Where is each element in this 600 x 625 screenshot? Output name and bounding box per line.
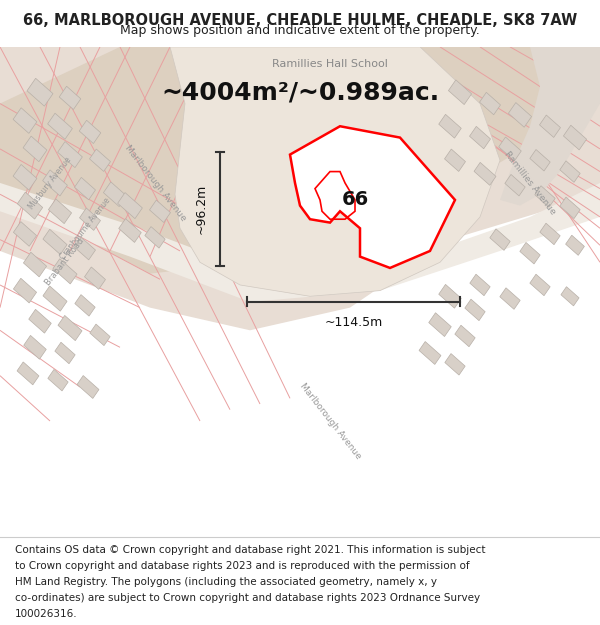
Polygon shape <box>439 114 461 138</box>
Text: Ramillies Avenue: Ramillies Avenue <box>503 149 557 216</box>
Polygon shape <box>13 278 37 303</box>
Polygon shape <box>24 336 46 359</box>
Polygon shape <box>530 149 550 171</box>
Polygon shape <box>75 294 95 316</box>
Text: HM Land Registry. The polygons (including the associated geometry, namely x, y: HM Land Registry. The polygons (includin… <box>15 577 437 587</box>
Polygon shape <box>74 177 95 200</box>
Polygon shape <box>479 92 500 115</box>
Polygon shape <box>474 162 496 185</box>
Polygon shape <box>170 47 500 296</box>
Polygon shape <box>465 299 485 321</box>
Polygon shape <box>43 170 67 196</box>
Text: 66, MARLBOROUGH AVENUE, CHEADLE HULME, CHEADLE, SK8 7AW: 66, MARLBOROUGH AVENUE, CHEADLE HULME, C… <box>23 13 577 28</box>
Polygon shape <box>58 141 82 168</box>
Polygon shape <box>470 126 490 149</box>
Polygon shape <box>89 149 110 171</box>
Polygon shape <box>80 208 100 231</box>
Polygon shape <box>103 182 127 207</box>
Polygon shape <box>53 259 77 284</box>
Polygon shape <box>539 115 560 138</box>
Polygon shape <box>13 164 37 190</box>
Polygon shape <box>470 274 490 296</box>
Polygon shape <box>419 341 441 364</box>
Polygon shape <box>0 47 600 330</box>
Text: Brabant Road: Brabant Road <box>44 237 86 288</box>
Text: Musbury Avenue: Musbury Avenue <box>27 155 73 211</box>
Polygon shape <box>58 316 82 341</box>
Polygon shape <box>560 161 580 182</box>
Polygon shape <box>43 229 67 254</box>
Polygon shape <box>566 235 584 256</box>
Text: ~4004m²/~0.989ac.: ~4004m²/~0.989ac. <box>161 80 439 104</box>
Polygon shape <box>0 183 600 302</box>
Polygon shape <box>563 125 587 150</box>
Polygon shape <box>29 309 51 333</box>
Text: Marlborough Avenue: Marlborough Avenue <box>122 143 187 222</box>
Polygon shape <box>77 376 99 399</box>
Polygon shape <box>445 354 465 375</box>
Polygon shape <box>55 342 75 364</box>
Polygon shape <box>561 287 579 306</box>
Polygon shape <box>500 47 600 206</box>
Polygon shape <box>290 126 455 268</box>
Polygon shape <box>490 229 510 251</box>
Polygon shape <box>505 174 525 196</box>
Text: ~114.5m: ~114.5m <box>325 316 383 329</box>
Polygon shape <box>535 186 555 208</box>
Polygon shape <box>445 149 466 171</box>
Polygon shape <box>499 137 521 161</box>
Polygon shape <box>508 102 532 127</box>
Polygon shape <box>85 267 106 289</box>
Text: Map shows position and indicative extent of the property.: Map shows position and indicative extent… <box>120 24 480 36</box>
Polygon shape <box>540 223 560 245</box>
Polygon shape <box>47 113 73 139</box>
Text: 100026316.: 100026316. <box>15 609 77 619</box>
Polygon shape <box>0 47 600 274</box>
Polygon shape <box>90 324 110 346</box>
Text: ~96.2m: ~96.2m <box>195 184 208 234</box>
Polygon shape <box>118 192 142 219</box>
Polygon shape <box>74 238 95 260</box>
Polygon shape <box>43 286 67 311</box>
Polygon shape <box>49 199 71 224</box>
Polygon shape <box>530 274 550 296</box>
Text: Cranbourne Avenue: Cranbourne Avenue <box>58 196 112 261</box>
Text: co-ordinates) are subject to Crown copyright and database rights 2023 Ordnance S: co-ordinates) are subject to Crown copyr… <box>15 593 480 603</box>
Polygon shape <box>455 325 475 347</box>
Text: Ramillies Hall School: Ramillies Hall School <box>272 59 388 69</box>
Text: Contains OS data © Crown copyright and database right 2021. This information is : Contains OS data © Crown copyright and d… <box>15 545 485 555</box>
Polygon shape <box>429 312 451 336</box>
Polygon shape <box>560 197 580 219</box>
Polygon shape <box>27 78 53 106</box>
Text: Marlborough Avenue: Marlborough Avenue <box>298 381 362 461</box>
Polygon shape <box>48 369 68 391</box>
Polygon shape <box>23 253 47 277</box>
Text: 66: 66 <box>341 191 368 209</box>
Polygon shape <box>520 242 540 264</box>
Polygon shape <box>119 219 141 243</box>
Polygon shape <box>439 284 461 308</box>
Polygon shape <box>17 362 39 385</box>
Polygon shape <box>59 86 81 109</box>
Polygon shape <box>500 288 520 309</box>
Polygon shape <box>17 192 43 219</box>
Polygon shape <box>149 200 170 222</box>
Polygon shape <box>13 107 37 133</box>
Polygon shape <box>145 227 165 248</box>
Polygon shape <box>23 136 47 162</box>
Polygon shape <box>448 80 472 104</box>
Polygon shape <box>79 120 101 144</box>
Polygon shape <box>13 222 37 246</box>
Text: to Crown copyright and database rights 2023 and is reproduced with the permissio: to Crown copyright and database rights 2… <box>15 561 470 571</box>
